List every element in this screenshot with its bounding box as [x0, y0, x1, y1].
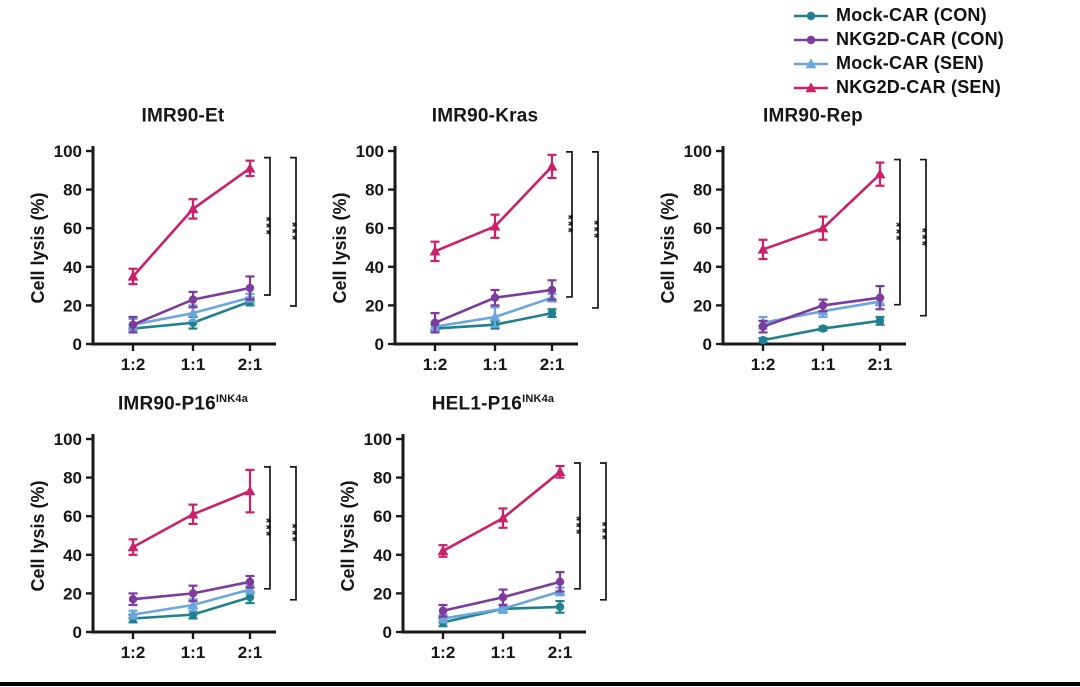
chart-title-text: IMR90-P16	[117, 393, 216, 415]
svg-text:100: 100	[684, 142, 712, 161]
svg-text:***: ***	[285, 222, 300, 242]
svg-text:***: ***	[569, 516, 584, 536]
svg-text:0: 0	[375, 335, 384, 354]
svg-text:1:1: 1:1	[491, 643, 516, 662]
svg-text:40: 40	[373, 546, 392, 565]
svg-text:1:2: 1:2	[431, 643, 456, 662]
chart-title: HEL1-P16INK4a	[338, 386, 648, 415]
legend-item-nkg2d-car-con: NKG2D-CAR (CON)	[793, 28, 1004, 51]
chart-title-text: HEL1-P16	[431, 393, 523, 415]
chart-imr90-rep: IMR90-Rep 0 20 40 60 80 100 1:2 1:1 2:1 Cell lysi…	[658, 98, 968, 382]
svg-text:2:1: 2:1	[868, 355, 893, 374]
svg-text:60: 60	[373, 507, 392, 526]
chart-title: IMR90-Kras	[330, 98, 640, 127]
svg-text:1:1: 1:1	[181, 355, 206, 374]
svg-text:20: 20	[63, 584, 82, 603]
svg-text:80: 80	[63, 181, 82, 200]
chart-title: IMR90-P16INK4a	[28, 386, 338, 415]
svg-text:***: ***	[587, 220, 602, 240]
cell-lysis-line-plot: 0 20 40 60 80 100 1:2 1:1 2:1 Cell lysis (%) *** **…	[28, 142, 300, 374]
legend-item-label: NKG2D-CAR (CON)	[836, 29, 1004, 49]
cell-lysis-line-plot: 0 20 40 60 80 100 1:2 1:1 2:1 Cell lysis (%) *** **…	[330, 142, 602, 374]
svg-text:100: 100	[364, 430, 392, 449]
svg-text:2:1: 2:1	[238, 355, 263, 374]
legend-item-label: Mock-CAR (CON)	[836, 5, 987, 25]
svg-text:1:1: 1:1	[483, 355, 508, 374]
legend-marker-circle-icon	[794, 35, 828, 44]
svg-text:***: ***	[285, 524, 300, 544]
svg-text:20: 20	[63, 296, 82, 315]
cell-lysis-line-plot: 0 20 40 60 80 100 1:2 1:1 2:1 Cell lysis (%) *** **…	[338, 430, 610, 662]
chart-title: IMR90-Et	[28, 98, 338, 127]
legend-item-nkg2d-car-sen: NKG2D-CAR (SEN)	[793, 76, 1004, 99]
legend-item-mock-car-con: Mock-CAR (CON)	[793, 4, 1004, 27]
svg-text:80: 80	[373, 469, 392, 488]
cell-lysis-line-plot: 0 20 40 60 80 100 1:2 1:1 2:1 Cell lysis (%) *** **…	[28, 430, 300, 662]
svg-text:0: 0	[73, 335, 82, 354]
svg-text:***: ***	[889, 222, 904, 242]
svg-text:0: 0	[383, 623, 392, 642]
svg-text:Cell lysis (%): Cell lysis (%)	[28, 480, 48, 591]
svg-text:***: ***	[259, 216, 274, 236]
svg-text:2:1: 2:1	[540, 355, 565, 374]
legend-item-label: NKG2D-CAR (SEN)	[836, 77, 1001, 97]
svg-text:20: 20	[365, 296, 384, 315]
svg-text:20: 20	[693, 296, 712, 315]
svg-text:100: 100	[356, 142, 384, 161]
chart-imr90-kras: IMR90-Kras 0 20 40 60 80 100 1:2 1:1 2:1 Cell lys…	[330, 98, 640, 382]
chart-title-text: IMR90-Et	[141, 105, 225, 127]
svg-text:Cell lysis (%): Cell lysis (%)	[658, 192, 678, 303]
svg-text:80: 80	[63, 469, 82, 488]
svg-text:***: ***	[595, 522, 610, 542]
svg-text:2:1: 2:1	[238, 643, 263, 662]
svg-text:1:2: 1:2	[751, 355, 776, 374]
chart-title-superscript: INK4a	[522, 393, 555, 405]
chart-title: IMR90-Rep	[658, 98, 968, 127]
chart-title-text: IMR90-Rep	[763, 105, 863, 127]
svg-text:***: ***	[915, 228, 930, 248]
svg-text:60: 60	[63, 219, 82, 238]
svg-text:1:2: 1:2	[121, 355, 146, 374]
svg-text:1:2: 1:2	[121, 643, 146, 662]
legend-marker-circle-icon	[794, 11, 828, 20]
svg-text:40: 40	[63, 546, 82, 565]
svg-text:0: 0	[703, 335, 712, 354]
svg-text:60: 60	[63, 507, 82, 526]
svg-text:1:1: 1:1	[811, 355, 836, 374]
svg-text:***: ***	[561, 215, 576, 235]
bottom-border	[0, 682, 1080, 686]
svg-text:100: 100	[54, 142, 82, 161]
svg-text:1:1: 1:1	[181, 643, 206, 662]
chart-imr90-p16ink4a: IMR90-P16INK4a 0 20 40 60 80 100 1:2 1:1 2:1 Cell…	[28, 386, 338, 670]
legend-item-mock-car-sen: Mock-CAR (SEN)	[793, 52, 1004, 75]
svg-text:60: 60	[693, 219, 712, 238]
svg-text:2:1: 2:1	[548, 643, 573, 662]
svg-text:80: 80	[365, 181, 384, 200]
svg-text:Cell lysis (%): Cell lysis (%)	[338, 480, 358, 591]
svg-text:Cell lysis (%): Cell lysis (%)	[330, 192, 350, 303]
legend: Mock-CAR (CON) NKG2D-CAR (CON) Mock-CAR …	[793, 4, 1004, 99]
svg-text:80: 80	[693, 181, 712, 200]
svg-text:Cell lysis (%): Cell lysis (%)	[28, 192, 48, 303]
chart-hel1-p16ink4a: HEL1-P16INK4a 0 20 40 60 80 100 1:2 1:1 2:1 Cell …	[338, 386, 648, 670]
chart-title-text: IMR90-Kras	[431, 105, 539, 127]
svg-text:40: 40	[693, 258, 712, 277]
chart-title-superscript: INK4a	[215, 393, 249, 405]
svg-text:1:2: 1:2	[423, 355, 448, 374]
svg-text:0: 0	[73, 623, 82, 642]
chart-imr90-et: IMR90-Et 0 20 40 60 80 100 1:2 1:1 2:1 Cell lysis…	[28, 98, 338, 382]
cell-lysis-line-plot: 0 20 40 60 80 100 1:2 1:1 2:1 Cell lysis (%) *** **…	[658, 142, 930, 374]
svg-text:60: 60	[365, 219, 384, 238]
svg-text:20: 20	[373, 584, 392, 603]
svg-text:40: 40	[63, 258, 82, 277]
svg-text:***: ***	[259, 518, 274, 538]
svg-text:100: 100	[54, 430, 82, 449]
legend-marker-triangle-icon	[794, 57, 828, 68]
svg-text:40: 40	[365, 258, 384, 277]
legend-item-label: Mock-CAR (SEN)	[836, 53, 984, 73]
legend-marker-triangle-icon	[794, 81, 828, 92]
